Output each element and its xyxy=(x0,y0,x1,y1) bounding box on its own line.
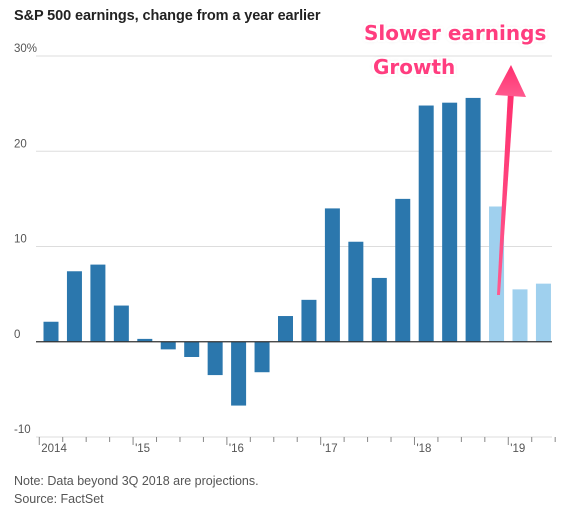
bar-1q-2014 xyxy=(43,321,59,342)
bar-4q-2015 xyxy=(207,341,223,376)
source-line: Source: FactSet xyxy=(14,492,104,506)
y-tick-label: -10 xyxy=(14,424,31,436)
bar-1q-2016 xyxy=(231,341,247,406)
annotation-arrow-shaft xyxy=(497,92,514,295)
bar-2q-2014 xyxy=(66,271,82,342)
annotation-arrow-head xyxy=(495,65,526,97)
bar-2q-2017 xyxy=(348,241,364,342)
bar-3q-2015 xyxy=(184,341,200,357)
bar-2q-2019 xyxy=(535,283,551,342)
x-tick-label: '17 xyxy=(323,443,338,455)
y-tick-label: 30% xyxy=(14,43,37,55)
y-tick-label: 20 xyxy=(14,138,27,150)
bar-4q-2017 xyxy=(395,198,411,342)
annotation-arrow xyxy=(495,65,526,295)
x-tick-label: '19 xyxy=(510,443,525,455)
bar-1q-2018 xyxy=(418,105,434,342)
bar-2q-2016 xyxy=(254,341,270,373)
y-tick-label: 0 xyxy=(14,329,20,341)
bar-4q-2014 xyxy=(113,305,129,342)
annotation-text-line1: Slower earnings xyxy=(364,21,547,45)
annotation-text-line2: Growth xyxy=(373,55,456,79)
bar-3q-2014 xyxy=(90,264,106,342)
bar-1q-2017 xyxy=(324,208,340,342)
footnote: Note: Data beyond 3Q 2018 are projection… xyxy=(14,474,259,488)
bar-2q-2018 xyxy=(442,102,458,342)
bar-3q-2017 xyxy=(371,277,387,342)
y-tick-label: 10 xyxy=(14,234,27,246)
x-tick-label: '16 xyxy=(229,443,244,455)
x-tick-label: '15 xyxy=(135,443,150,455)
bar-1q-2015 xyxy=(137,338,153,342)
chart-title: S&P 500 earnings, change from a year ear… xyxy=(14,8,321,24)
bar-1q-2019 xyxy=(512,289,528,342)
x-tick-label: 2014 xyxy=(41,443,67,455)
bar-3q-2018 xyxy=(465,97,481,342)
bar-4q-2016 xyxy=(301,299,317,342)
bar-chart: 30% 20 10 0 -10 2014 '15 '16 '17 '18 '19 xyxy=(14,43,556,455)
bar-3q-2016 xyxy=(278,316,293,342)
bar-2q-2015 xyxy=(160,341,176,350)
x-tick-label: '18 xyxy=(416,443,431,455)
